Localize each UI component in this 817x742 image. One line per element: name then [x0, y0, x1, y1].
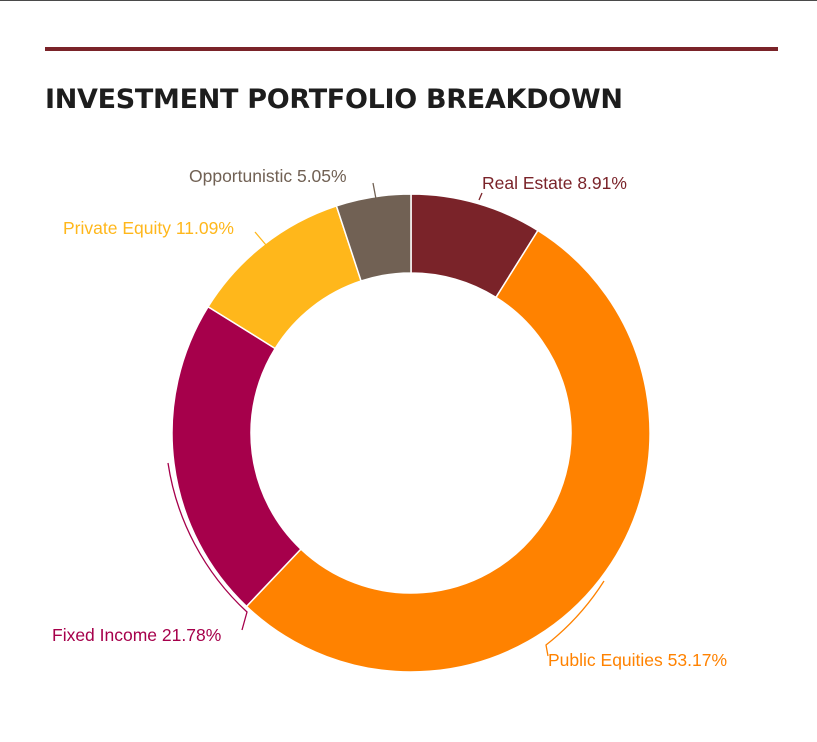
label-opportunistic: Opportunistic 5.05% [189, 166, 347, 186]
label-private-equity: Private Equity 11.09% [63, 218, 234, 238]
page-title: INVESTMENT PORTFOLIO BREAKDOWN [45, 84, 623, 115]
leader-line-fixed-income [167, 462, 248, 631]
leader-line-real-estate [478, 192, 483, 201]
leader-line-private-equity [254, 231, 267, 246]
slice-public-equities[interactable] [245, 229, 651, 673]
leader-line-opportunistic [372, 182, 377, 200]
slice-opportunistic[interactable] [335, 193, 412, 282]
leader-line-public-equities [545, 580, 605, 657]
slice-fixed-income[interactable] [171, 305, 302, 608]
top-border-line [0, 0, 817, 1]
header-accent-rule [45, 47, 778, 51]
label-real-estate: Real Estate 8.91% [482, 173, 627, 193]
label-fixed-income: Fixed Income 21.78% [52, 625, 221, 645]
label-public-equities: Public Equities 53.17% [548, 650, 727, 670]
